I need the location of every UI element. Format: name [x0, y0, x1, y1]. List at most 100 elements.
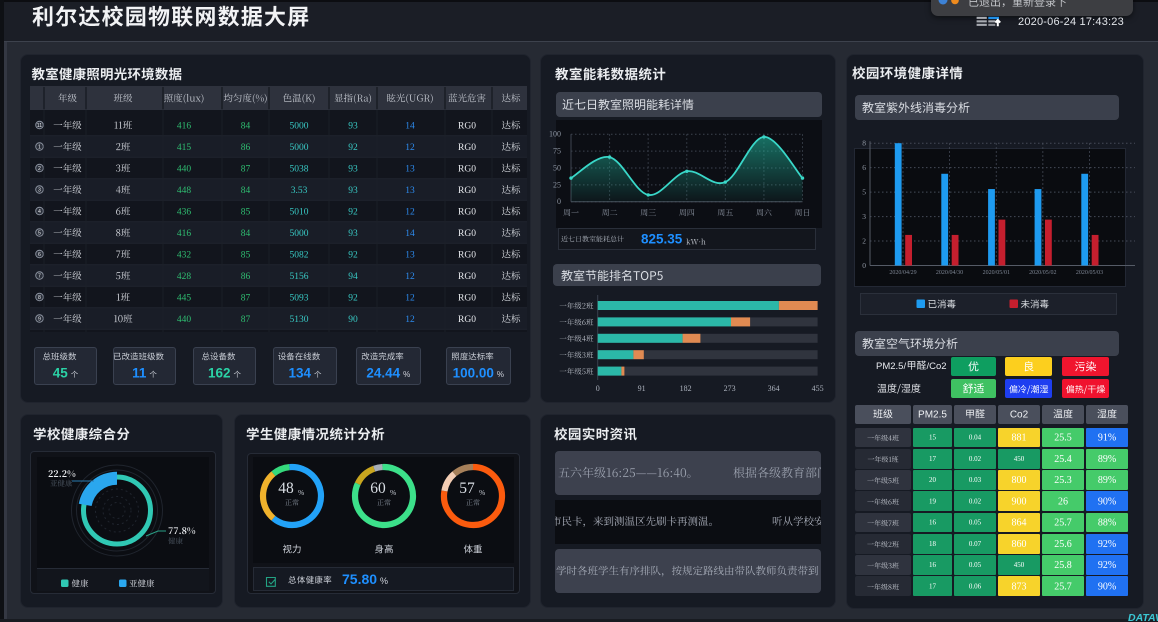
svg-text:5156: 5156 [290, 272, 309, 282]
svg-text:17: 17 [929, 582, 937, 590]
svg-text:14: 14 [405, 122, 415, 132]
svg-text:RG0: RG0 [458, 122, 476, 132]
svg-text:5130: 5130 [290, 315, 309, 325]
svg-text:92: 92 [348, 251, 358, 261]
svg-text:90: 90 [348, 315, 358, 325]
svg-text:88%: 88% [1098, 518, 1116, 529]
svg-text:89%: 89% [1098, 475, 1116, 486]
svg-text:900: 900 [1012, 496, 1027, 507]
svg-text:12: 12 [405, 208, 415, 218]
svg-text:92: 92 [348, 294, 358, 304]
svg-text:100.00: 100.00 [453, 366, 494, 381]
svg-text:7: 7 [38, 274, 41, 280]
svg-text:800: 800 [1012, 475, 1027, 486]
svg-text:12: 12 [405, 294, 415, 304]
svg-text:416: 416 [177, 229, 192, 239]
svg-text:85: 85 [241, 251, 251, 261]
svg-text:436: 436 [177, 208, 192, 218]
svg-text:0.02: 0.02 [969, 455, 982, 463]
svg-text:2020/04/29: 2020/04/29 [889, 270, 916, 276]
svg-text:134: 134 [289, 366, 312, 381]
svg-text:100: 100 [549, 130, 561, 139]
svg-text:14: 14 [405, 229, 415, 239]
svg-text:RG0: RG0 [458, 251, 476, 261]
svg-text:8: 8 [862, 139, 866, 148]
svg-text:93: 93 [348, 165, 358, 175]
svg-text:%: % [497, 370, 504, 379]
svg-text:11: 11 [132, 366, 147, 381]
svg-text:0.02: 0.02 [969, 497, 982, 505]
svg-text:5010: 5010 [290, 208, 309, 218]
svg-text:94: 94 [348, 272, 358, 282]
svg-text:860: 860 [1012, 539, 1027, 550]
svg-text:416: 416 [177, 122, 192, 132]
svg-text:75.80: 75.80 [342, 571, 377, 587]
svg-text:450: 450 [1014, 561, 1025, 569]
svg-text:13: 13 [405, 251, 415, 261]
svg-text:25.7: 25.7 [1054, 581, 1072, 592]
svg-text:2: 2 [38, 166, 41, 172]
svg-text:0: 0 [557, 197, 561, 206]
svg-text:17: 17 [929, 455, 937, 463]
svg-text:89%: 89% [1098, 454, 1116, 465]
svg-text:RG0: RG0 [458, 186, 476, 196]
svg-text:20: 20 [929, 476, 937, 484]
svg-text:75: 75 [553, 147, 561, 156]
svg-text:87: 87 [241, 165, 251, 175]
svg-text:87: 87 [241, 294, 251, 304]
svg-text:RG0: RG0 [458, 272, 476, 282]
svg-text:DATAV: DATAV [1128, 612, 1158, 622]
svg-text:364: 364 [768, 384, 780, 393]
svg-text:8: 8 [38, 295, 41, 301]
svg-text:13: 13 [405, 186, 415, 196]
svg-text:84: 84 [241, 122, 251, 132]
svg-text:/Co2: /Co2 [927, 361, 947, 372]
svg-text:RG0: RG0 [458, 315, 476, 325]
svg-text:93: 93 [348, 229, 358, 239]
svg-text:3: 3 [862, 212, 866, 221]
svg-text:16: 16 [929, 519, 937, 527]
svg-text:25.5: 25.5 [1054, 433, 1072, 444]
svg-text:90%: 90% [1098, 581, 1116, 592]
svg-text:273: 273 [724, 384, 736, 393]
svg-text:26: 26 [1058, 496, 1068, 507]
svg-text:50: 50 [553, 163, 561, 172]
svg-text:19: 19 [929, 497, 937, 505]
svg-text:Co2: Co2 [1010, 410, 1029, 421]
svg-text:2020/05/02: 2020/05/02 [1029, 270, 1056, 276]
svg-text:6: 6 [38, 252, 41, 258]
svg-text:RG0: RG0 [458, 208, 476, 218]
svg-text:455: 455 [812, 384, 824, 393]
svg-text:825.35: 825.35 [641, 232, 683, 247]
svg-text:5: 5 [862, 188, 866, 197]
svg-text:428: 428 [177, 272, 192, 282]
svg-text:93: 93 [348, 186, 358, 196]
svg-text:415: 415 [177, 143, 192, 153]
svg-text:5000: 5000 [290, 229, 309, 239]
svg-text:864: 864 [1012, 518, 1027, 529]
svg-text:25: 25 [553, 180, 561, 189]
svg-text:0: 0 [862, 261, 866, 270]
svg-text:0.07: 0.07 [969, 540, 982, 548]
svg-text:2020/05/01: 2020/05/01 [983, 270, 1010, 276]
svg-text:0.03: 0.03 [969, 476, 982, 484]
svg-text:5082: 5082 [290, 251, 309, 261]
svg-text:92: 92 [348, 208, 358, 218]
svg-text:25.7: 25.7 [1054, 518, 1072, 529]
svg-text:84: 84 [241, 229, 251, 239]
svg-text:PM2.5/: PM2.5/ [876, 361, 906, 372]
svg-text:5000: 5000 [290, 122, 309, 132]
svg-text:3.53: 3.53 [291, 186, 308, 196]
svg-text:%: % [479, 488, 485, 497]
svg-text:12: 12 [405, 272, 415, 282]
svg-text:16: 16 [929, 561, 937, 569]
svg-text:11: 11 [37, 123, 42, 129]
svg-text:RG0: RG0 [458, 143, 476, 153]
svg-text:92%: 92% [1098, 539, 1116, 550]
svg-text:12: 12 [405, 143, 415, 153]
svg-text:%: % [390, 488, 396, 497]
svg-text:25.3: 25.3 [1054, 475, 1072, 486]
svg-text:873: 873 [1012, 581, 1027, 592]
svg-text:450: 450 [1014, 455, 1025, 463]
svg-text:15: 15 [929, 434, 937, 442]
